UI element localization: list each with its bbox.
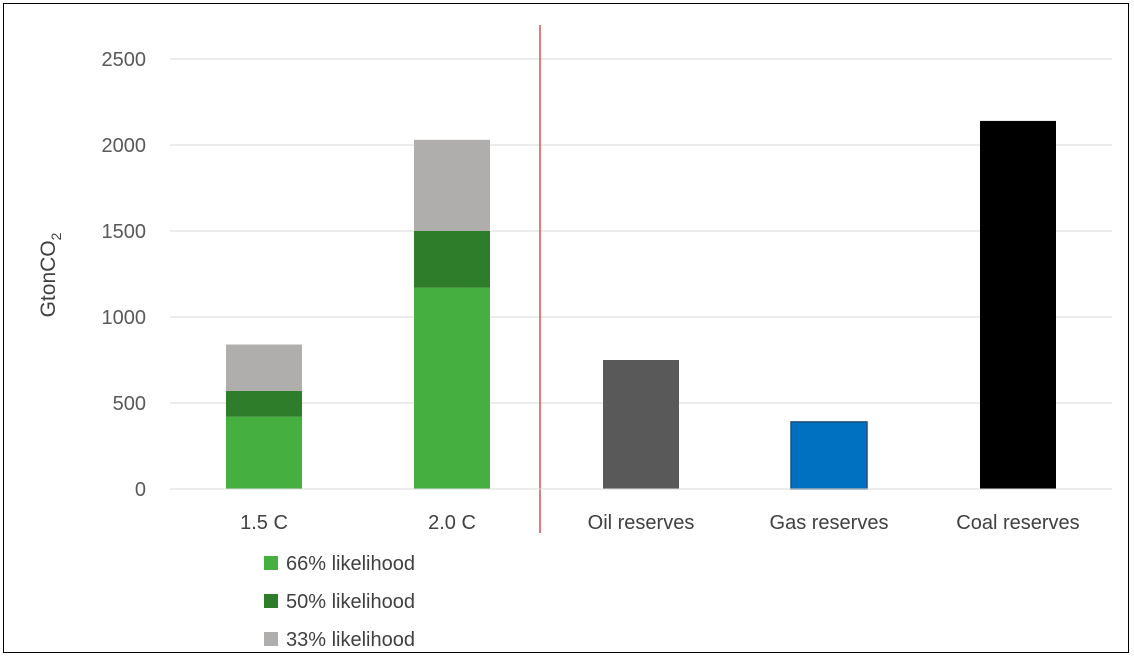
legend-label-1: 50% likelihood	[286, 591, 415, 613]
legend-swatch-2	[264, 632, 278, 646]
y-axis-label-main: GtonCO	[37, 240, 60, 317]
x-label-2-0-c: 2.0 C	[428, 512, 476, 534]
legend: 66% likelihood 50% likelihood 33% likeliho…	[264, 553, 415, 651]
y-tick-label-1500: 1500	[102, 221, 147, 243]
bar-gas-reserves	[790, 421, 868, 490]
bar-1-5-c-segment-0	[226, 416, 302, 489]
y-tick-label-500: 500	[113, 393, 146, 415]
legend-swatch-1	[264, 594, 278, 608]
legend-label-0: 66% likelihood	[286, 553, 415, 575]
x-label-coal-reserves: Coal reserves	[956, 512, 1079, 534]
y-tick-label-0: 0	[135, 479, 146, 501]
legend-label-2: 33% likelihood	[286, 629, 415, 651]
y-axis-ticks: 0 500 1000 1500 2000 2500	[102, 49, 147, 501]
bar-2-0-c-segment-1	[414, 231, 490, 288]
y-tick-label-2500: 2500	[102, 49, 147, 71]
bar-1-5-c-segment-2	[226, 344, 302, 391]
x-label-gas-reserves: Gas reserves	[770, 512, 889, 534]
gridlines	[170, 58, 1112, 404]
y-tick-label-2000: 2000	[102, 135, 147, 157]
x-axis-labels: 1.5 C 2.0 C Oil reserves Gas reserves Coal r…	[240, 512, 1080, 534]
y-axis-label: GtonCO2	[37, 232, 64, 317]
y-tick-label-1000: 1000	[102, 307, 147, 329]
legend-swatch-0	[264, 556, 278, 570]
x-label-1-5-c: 1.5 C	[240, 512, 288, 534]
bar-coal-reserves	[980, 120, 1056, 490]
bar-1-5-c-segment-1	[226, 390, 302, 417]
y-axis-label-subscript: 2	[48, 232, 64, 240]
bar-2-0-c-segment-2	[414, 139, 490, 231]
chart-frame	[3, 3, 1129, 653]
x-label-oil-reserves: Oil reserves	[588, 512, 695, 534]
bar-oil-reserves	[603, 360, 679, 489]
bars	[226, 120, 1056, 490]
bar-2-0-c-segment-0	[414, 287, 490, 489]
